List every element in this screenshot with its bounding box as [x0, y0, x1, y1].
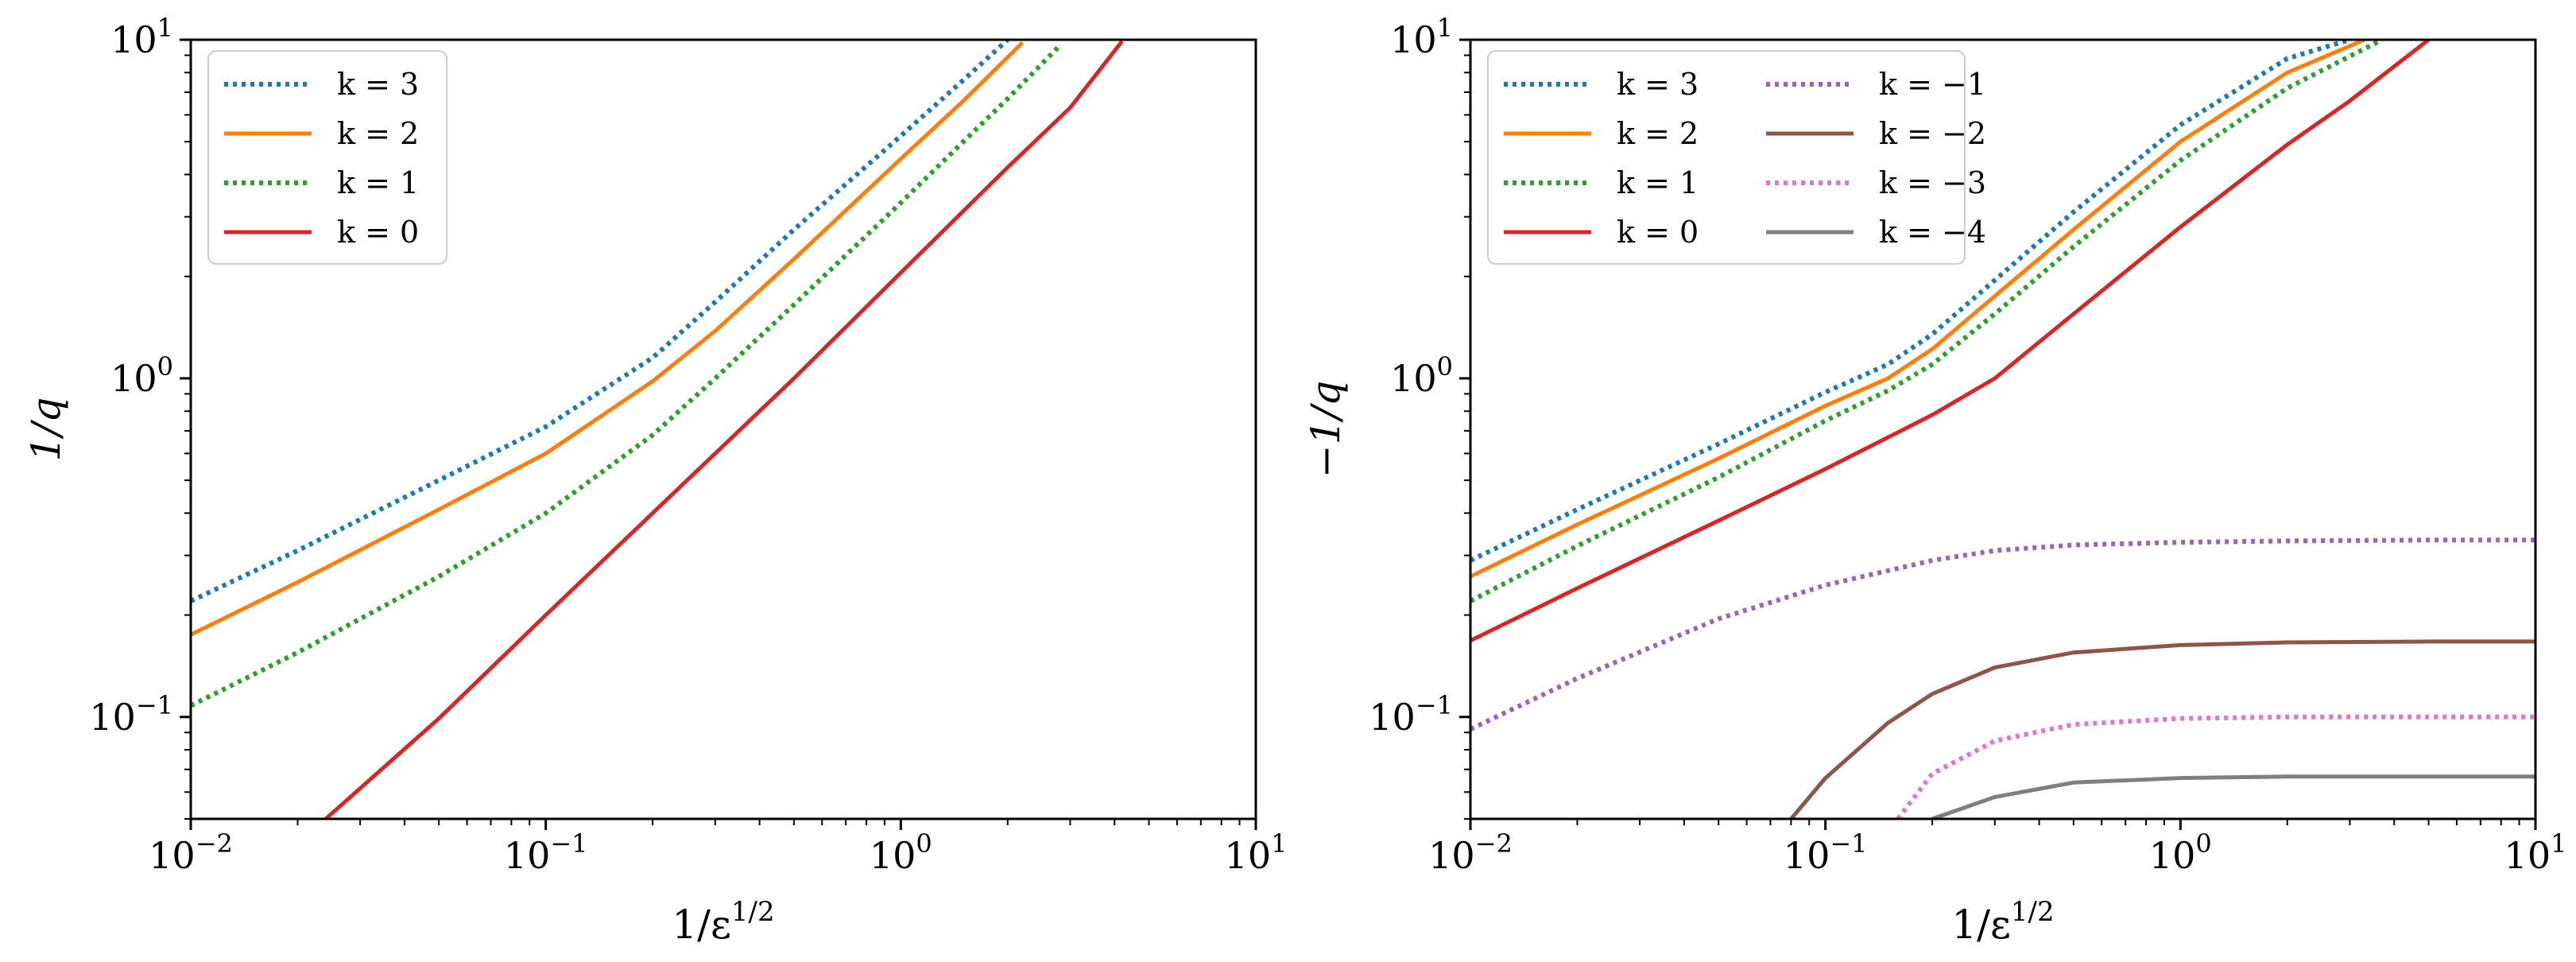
- series-line-k1: [1470, 40, 2384, 603]
- x-tick-label: 101: [1225, 828, 1288, 877]
- legend: k = 3 k = 2 k = 1 k = 0: [207, 50, 447, 265]
- legend-label: k = 1: [1617, 165, 1699, 200]
- x-tick-label: 101: [2504, 828, 2567, 877]
- series-line-kneg1: [1470, 537, 2535, 731]
- legend: k = 3 k = 2 k = 1 k = 0 k = −1 k = −2 k = −3 k …: [1487, 50, 1986, 265]
- series-line-k2: [1470, 40, 2365, 579]
- x-tick-label: 10−1: [1784, 828, 1868, 877]
- x-tick-label: 100: [2149, 828, 2212, 877]
- y-axis-label: −1/q: [1303, 381, 1349, 479]
- series-line-kneg2: [1789, 639, 2535, 819]
- series-line-k2: [191, 41, 1025, 637]
- y-axis-label: 1/q: [23, 398, 69, 462]
- legend-label: k = 1: [337, 165, 419, 200]
- y-tick-label: 100: [1390, 351, 1453, 400]
- legend-label: k = 3: [337, 67, 419, 102]
- plot-frame: [189, 38, 1257, 820]
- legend-label: k = 3: [1617, 67, 1699, 102]
- y-tick-label: 10−1: [89, 690, 173, 739]
- legend-label: k = 2: [1617, 116, 1699, 151]
- x-axis-label: 1/ε1/2: [672, 896, 774, 948]
- y-tick-label: 101: [110, 13, 173, 61]
- series-group: [191, 40, 1124, 819]
- y-tick-label: 10−1: [1369, 690, 1453, 739]
- series-line-k0: [1470, 40, 2431, 643]
- series-group: [1470, 40, 2535, 819]
- series-line-kneg3: [1896, 714, 2535, 819]
- x-tick-label: 10−2: [1428, 828, 1513, 877]
- y-tick-label: 101: [1390, 13, 1453, 61]
- legend-label: k = 0: [337, 215, 419, 250]
- x-tick-label: 10−1: [504, 828, 588, 877]
- y-tick-label: 100: [110, 351, 173, 400]
- x-axis-label: 1/ε1/2: [1951, 896, 2054, 948]
- series-line-k3: [1470, 40, 2351, 563]
- legend-box: [1487, 50, 1966, 265]
- legend-label: k = 0: [1617, 215, 1699, 250]
- series-line-k0: [324, 40, 1124, 819]
- legend-label: k = 2: [337, 116, 419, 151]
- legend-label: k = −4: [1879, 215, 1986, 250]
- plot-frame: [1469, 38, 2537, 820]
- x-tick-label: 100: [870, 828, 932, 877]
- legend-label: k = −2: [1879, 116, 1986, 151]
- legend-label: k = −1: [1879, 67, 1986, 102]
- legend-box: [207, 50, 447, 265]
- x-tick-label: 10−2: [149, 828, 233, 877]
- legend-label: k = −3: [1879, 165, 1986, 200]
- series-line-kneg4: [1931, 774, 2535, 819]
